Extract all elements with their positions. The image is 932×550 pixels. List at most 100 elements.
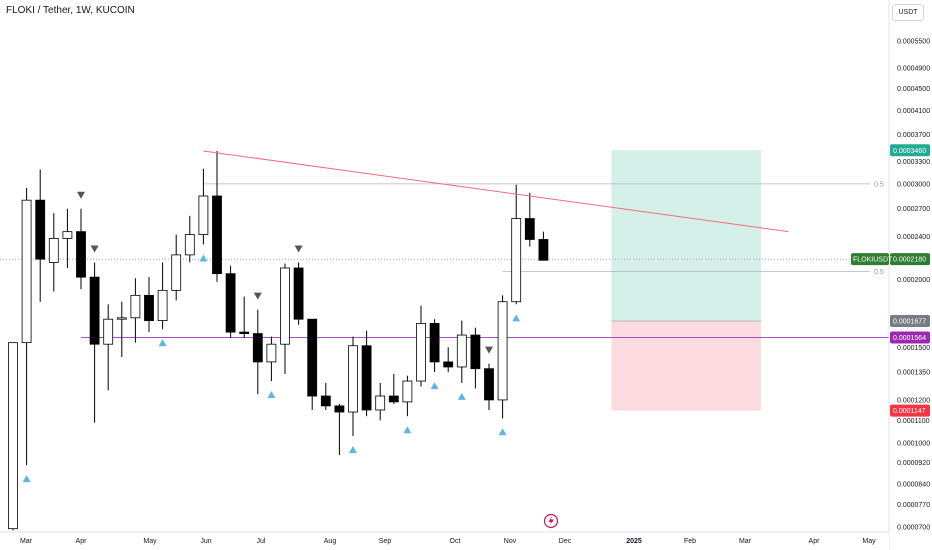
candle [116,301,127,357]
candle [538,231,549,261]
candle-body [348,345,358,413]
candle-body [198,195,209,235]
price-tick-label: 0.0005500 [897,39,930,46]
buy-signal-icon [199,254,208,262]
candle-body [388,395,399,403]
time-tick-label: Jul [257,538,266,545]
tradingview-logo-icon[interactable] [543,513,559,529]
price-badge [890,331,930,344]
symbol-badge-label: FLOKIUSDT [853,257,893,264]
candle-body [511,218,522,303]
currency-button[interactable]: USDT [892,4,924,21]
candle [144,277,154,333]
candle [443,347,454,373]
candle-body [280,267,290,345]
candle-body [361,345,372,411]
time-tick-label: Apr [76,538,88,545]
candle [293,262,304,325]
candle [157,262,168,330]
candle [76,208,86,290]
time-tick-label: Feb [684,538,696,545]
price-tick-label: 0.0003300 [897,159,930,166]
candle-body [89,276,100,345]
candle [184,215,195,263]
candle-body [103,318,114,345]
candle-body [307,318,318,397]
price-badge [890,404,930,417]
buy-signal-icon [403,426,412,434]
price-axis[interactable]: 0.0005500 0.0004900 0.0004500 0.0004100 0.00… [888,0,932,550]
candle-body [8,342,18,530]
trendline-group [203,150,789,233]
price-badge [890,315,930,328]
buy-signal-icon [158,339,167,347]
candle [348,336,358,436]
candle [334,403,345,456]
price-tick-label: 0.0000920 [897,460,930,467]
candle [239,296,250,339]
candle-body [334,405,345,413]
price-axis-bg [889,0,932,550]
candle-body [416,323,426,382]
time-tick-label: Jun [200,538,211,545]
candle-body [157,289,168,321]
position-zones [611,150,761,411]
price-tick-label: 0.0000770 [897,502,930,509]
candle-body [171,254,182,291]
buy-signal-icon [457,392,466,400]
sell-signal-icon [294,245,303,253]
candle-body [375,395,386,411]
horizontal-lines: 0.5 0.5 [0,181,889,338]
buy-signal-icon [22,475,31,483]
price-tick-label: 0.0001100 [897,418,930,425]
price-badge-value: 0.0003460 [893,148,926,155]
sell-signal-icon [485,346,493,354]
candle [361,330,372,417]
candle-body [524,218,535,240]
price-badge-value: 0.0001677 [893,319,926,326]
price-tick-label: 0.0002400 [897,234,930,241]
candle [416,305,426,387]
target-zone [611,150,761,322]
candle [212,150,222,282]
candle [48,213,59,292]
candle-body [320,395,331,407]
candle [524,192,535,247]
candle [375,382,386,421]
candle [470,327,481,389]
time-tick-label: Aug [324,538,337,545]
candle-body [456,334,467,368]
price-tick-label: 0.0004900 [897,66,930,73]
candle-body [21,199,32,344]
price-tick-label: 0.0001000 [897,440,930,447]
candle [252,309,263,395]
fib-upper-label: 0.5 [874,181,884,188]
candle [103,304,114,391]
price-badge-value: 0.0001564 [893,335,926,342]
candle [280,263,290,374]
candle-body [538,239,549,261]
price-tick-label: 0.0002000 [897,277,930,284]
time-tick-label: Apr [809,538,821,545]
fib-lower-label: 0.5 [874,269,884,276]
buy-signal-icon [498,428,507,436]
price-tick-label: 0.0001200 [897,397,930,404]
trendline [203,150,789,233]
candle-body [225,273,236,333]
candle [62,208,73,268]
price-badge-value: 0.0001147 [893,408,926,415]
time-tick-label: 2025 [626,538,642,545]
candle [35,169,46,302]
candle-body [212,195,222,275]
buy-signal-icon [430,382,439,390]
sell-signal-icon [90,245,99,253]
candle-body [293,267,304,320]
candle-body [144,294,154,321]
candle [171,234,182,301]
candle-body [470,334,481,370]
candle [21,187,32,466]
buy-signal-icon [349,445,357,453]
time-axis[interactable]: Mar Apr May Jun Jul Aug Sep Oct Nov Dec 2025 Feb Mar… [0,531,889,550]
candle [511,184,522,305]
